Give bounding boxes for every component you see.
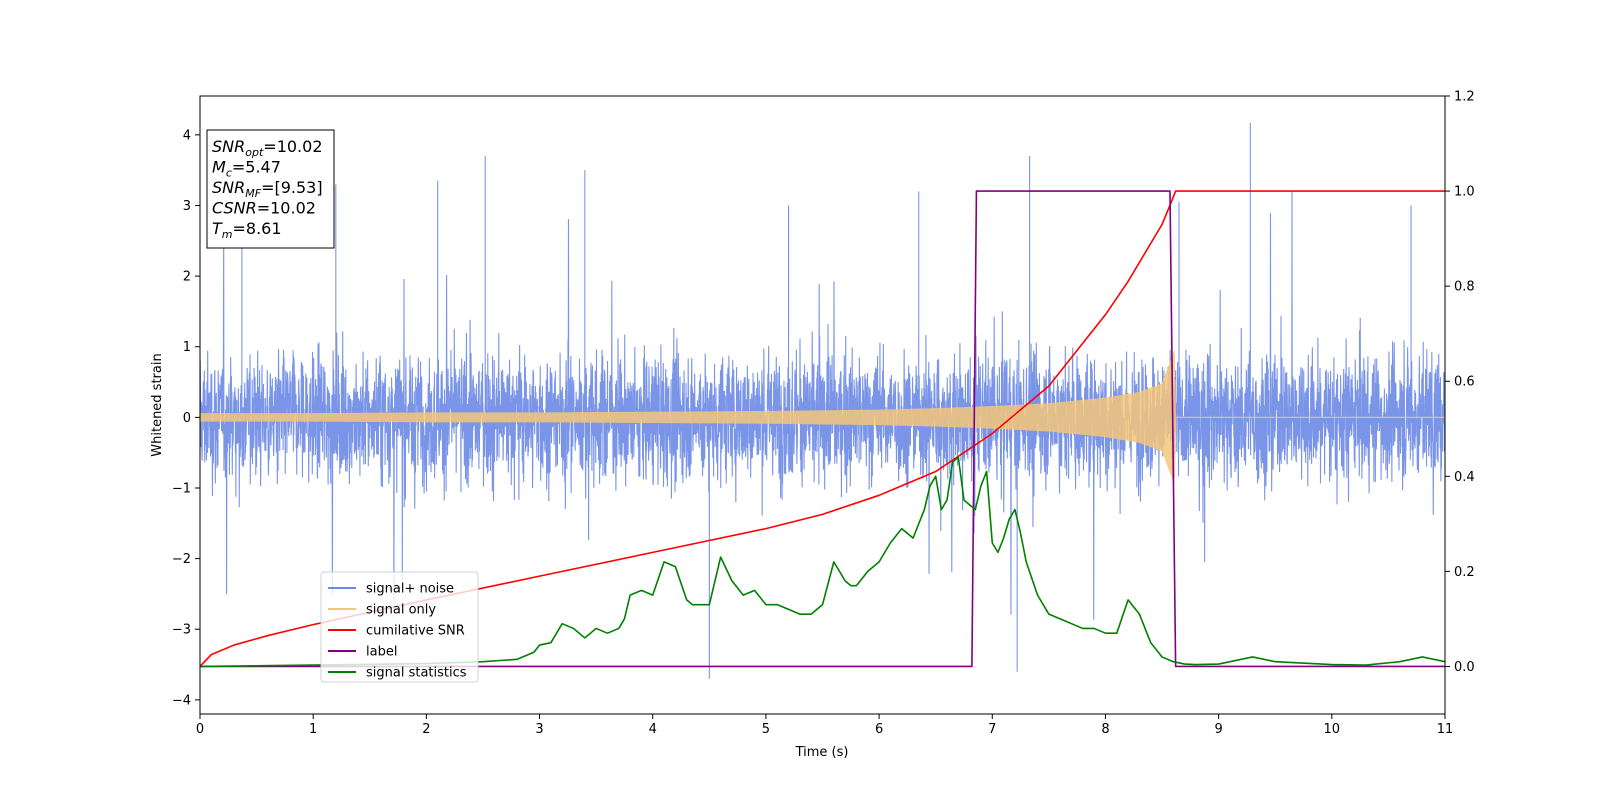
legend-label: cumilative SNR: [366, 624, 465, 639]
y-right-tick-label: 0.2: [1454, 565, 1475, 580]
x-axis-ticks: 0 1 2 3 4 5 6 7 8 9 10 11: [196, 714, 1453, 737]
info-box-frame: [206, 129, 335, 249]
y-right-tick-label: 0.4: [1454, 470, 1475, 485]
series-signal-only: [200, 351, 1445, 483]
y-left-tick-label: −2: [172, 552, 191, 567]
x-axis-title: Time (s): [795, 745, 849, 760]
legend-label: label: [366, 645, 397, 660]
info-value: =5.47: [232, 158, 281, 177]
info-symbol: M: [212, 158, 226, 177]
x-tick-label: 2: [422, 722, 430, 737]
series-label: [200, 190, 1445, 668]
x-tick-label: 6: [875, 722, 883, 737]
info-subscript: m: [222, 228, 233, 241]
info-subscript: opt: [245, 146, 264, 159]
y-right-axis-ticks: 0.0 0.2 0.4 0.6 0.8 1.0 1.2: [1445, 90, 1475, 675]
info-symbol: SNR: [212, 137, 245, 156]
info-box-line: SNRMF=[9.53]: [212, 178, 323, 200]
legend-label: signal only: [366, 603, 436, 618]
y-left-tick-label: 3: [183, 199, 191, 214]
info-value: =10.02: [257, 199, 316, 218]
info-symbol: T: [212, 219, 223, 238]
legend-frame: [320, 571, 479, 683]
y-left-tick-label: −4: [172, 693, 191, 708]
info-value: =8.61: [233, 219, 282, 238]
x-tick-label: 0: [196, 722, 204, 737]
series-layer: [200, 122, 1445, 679]
plot-frame: [199, 95, 1446, 715]
legend: signal+ noise signal only cumilative SNR la…: [320, 571, 479, 683]
info-box-line: CSNR=10.02: [212, 199, 316, 218]
x-tick-label: 4: [649, 722, 657, 737]
x-tick-label: 10: [1324, 722, 1341, 737]
x-tick-label: 7: [988, 722, 996, 737]
series-signal-statistics: [200, 456, 1445, 668]
y-right-tick-label: 1.0: [1454, 185, 1475, 200]
y-axis-title: Whitened strain: [150, 353, 165, 456]
series-signal-noise: [200, 122, 1445, 679]
y-left-tick-label: −3: [172, 623, 191, 638]
y-right-tick-label: 0.6: [1454, 375, 1475, 390]
legend-label: signal+ noise: [366, 582, 454, 597]
x-tick-label: 8: [1101, 722, 1109, 737]
x-tick-label: 5: [762, 722, 770, 737]
x-tick-label: 1: [309, 722, 317, 737]
info-value: =[9.53]: [261, 178, 323, 197]
info-symbol: SNR: [212, 178, 245, 197]
ticks-layer: 0 1 2 3 4 5 6 7 8 9 10 11−4−3−2−1012340.00.20.40.60…: [172, 90, 1475, 738]
info-subscript: MF: [245, 187, 261, 200]
x-tick-label: 9: [1214, 722, 1222, 737]
y-left-tick-label: 2: [183, 270, 191, 285]
y-left-tick-label: 4: [183, 128, 191, 143]
y-left-tick-label: 1: [183, 340, 191, 355]
y-right-tick-label: 0.8: [1454, 280, 1475, 295]
y-left-tick-label: −1: [172, 481, 191, 496]
info-symbol: CSNR: [212, 199, 257, 218]
info-box-line: Mc=5.47: [212, 158, 281, 180]
info-box-line: SNRopt=10.02: [212, 137, 323, 159]
y-left-tick-label: 0: [183, 411, 191, 426]
x-tick-label: 3: [535, 722, 543, 737]
info-value: =10.02: [263, 137, 322, 156]
info-subscript: c: [226, 167, 232, 180]
x-tick-label: 11: [1437, 722, 1454, 737]
legend-label: signal statistics: [366, 666, 467, 681]
y-right-tick-label: 1.2: [1454, 90, 1475, 105]
series-cumulative-snr: [200, 190, 1445, 668]
y-right-tick-label: 0.0: [1454, 660, 1475, 675]
info-box-line: Tm=8.61: [212, 219, 282, 241]
y-left-axis-ticks: −4 −3 −2 −1 0 1 2 3 4: [172, 128, 200, 708]
info-box: SNRopt=10.02Mc=5.47SNRMF=[9.53]CSNR=10.0…: [206, 129, 335, 249]
